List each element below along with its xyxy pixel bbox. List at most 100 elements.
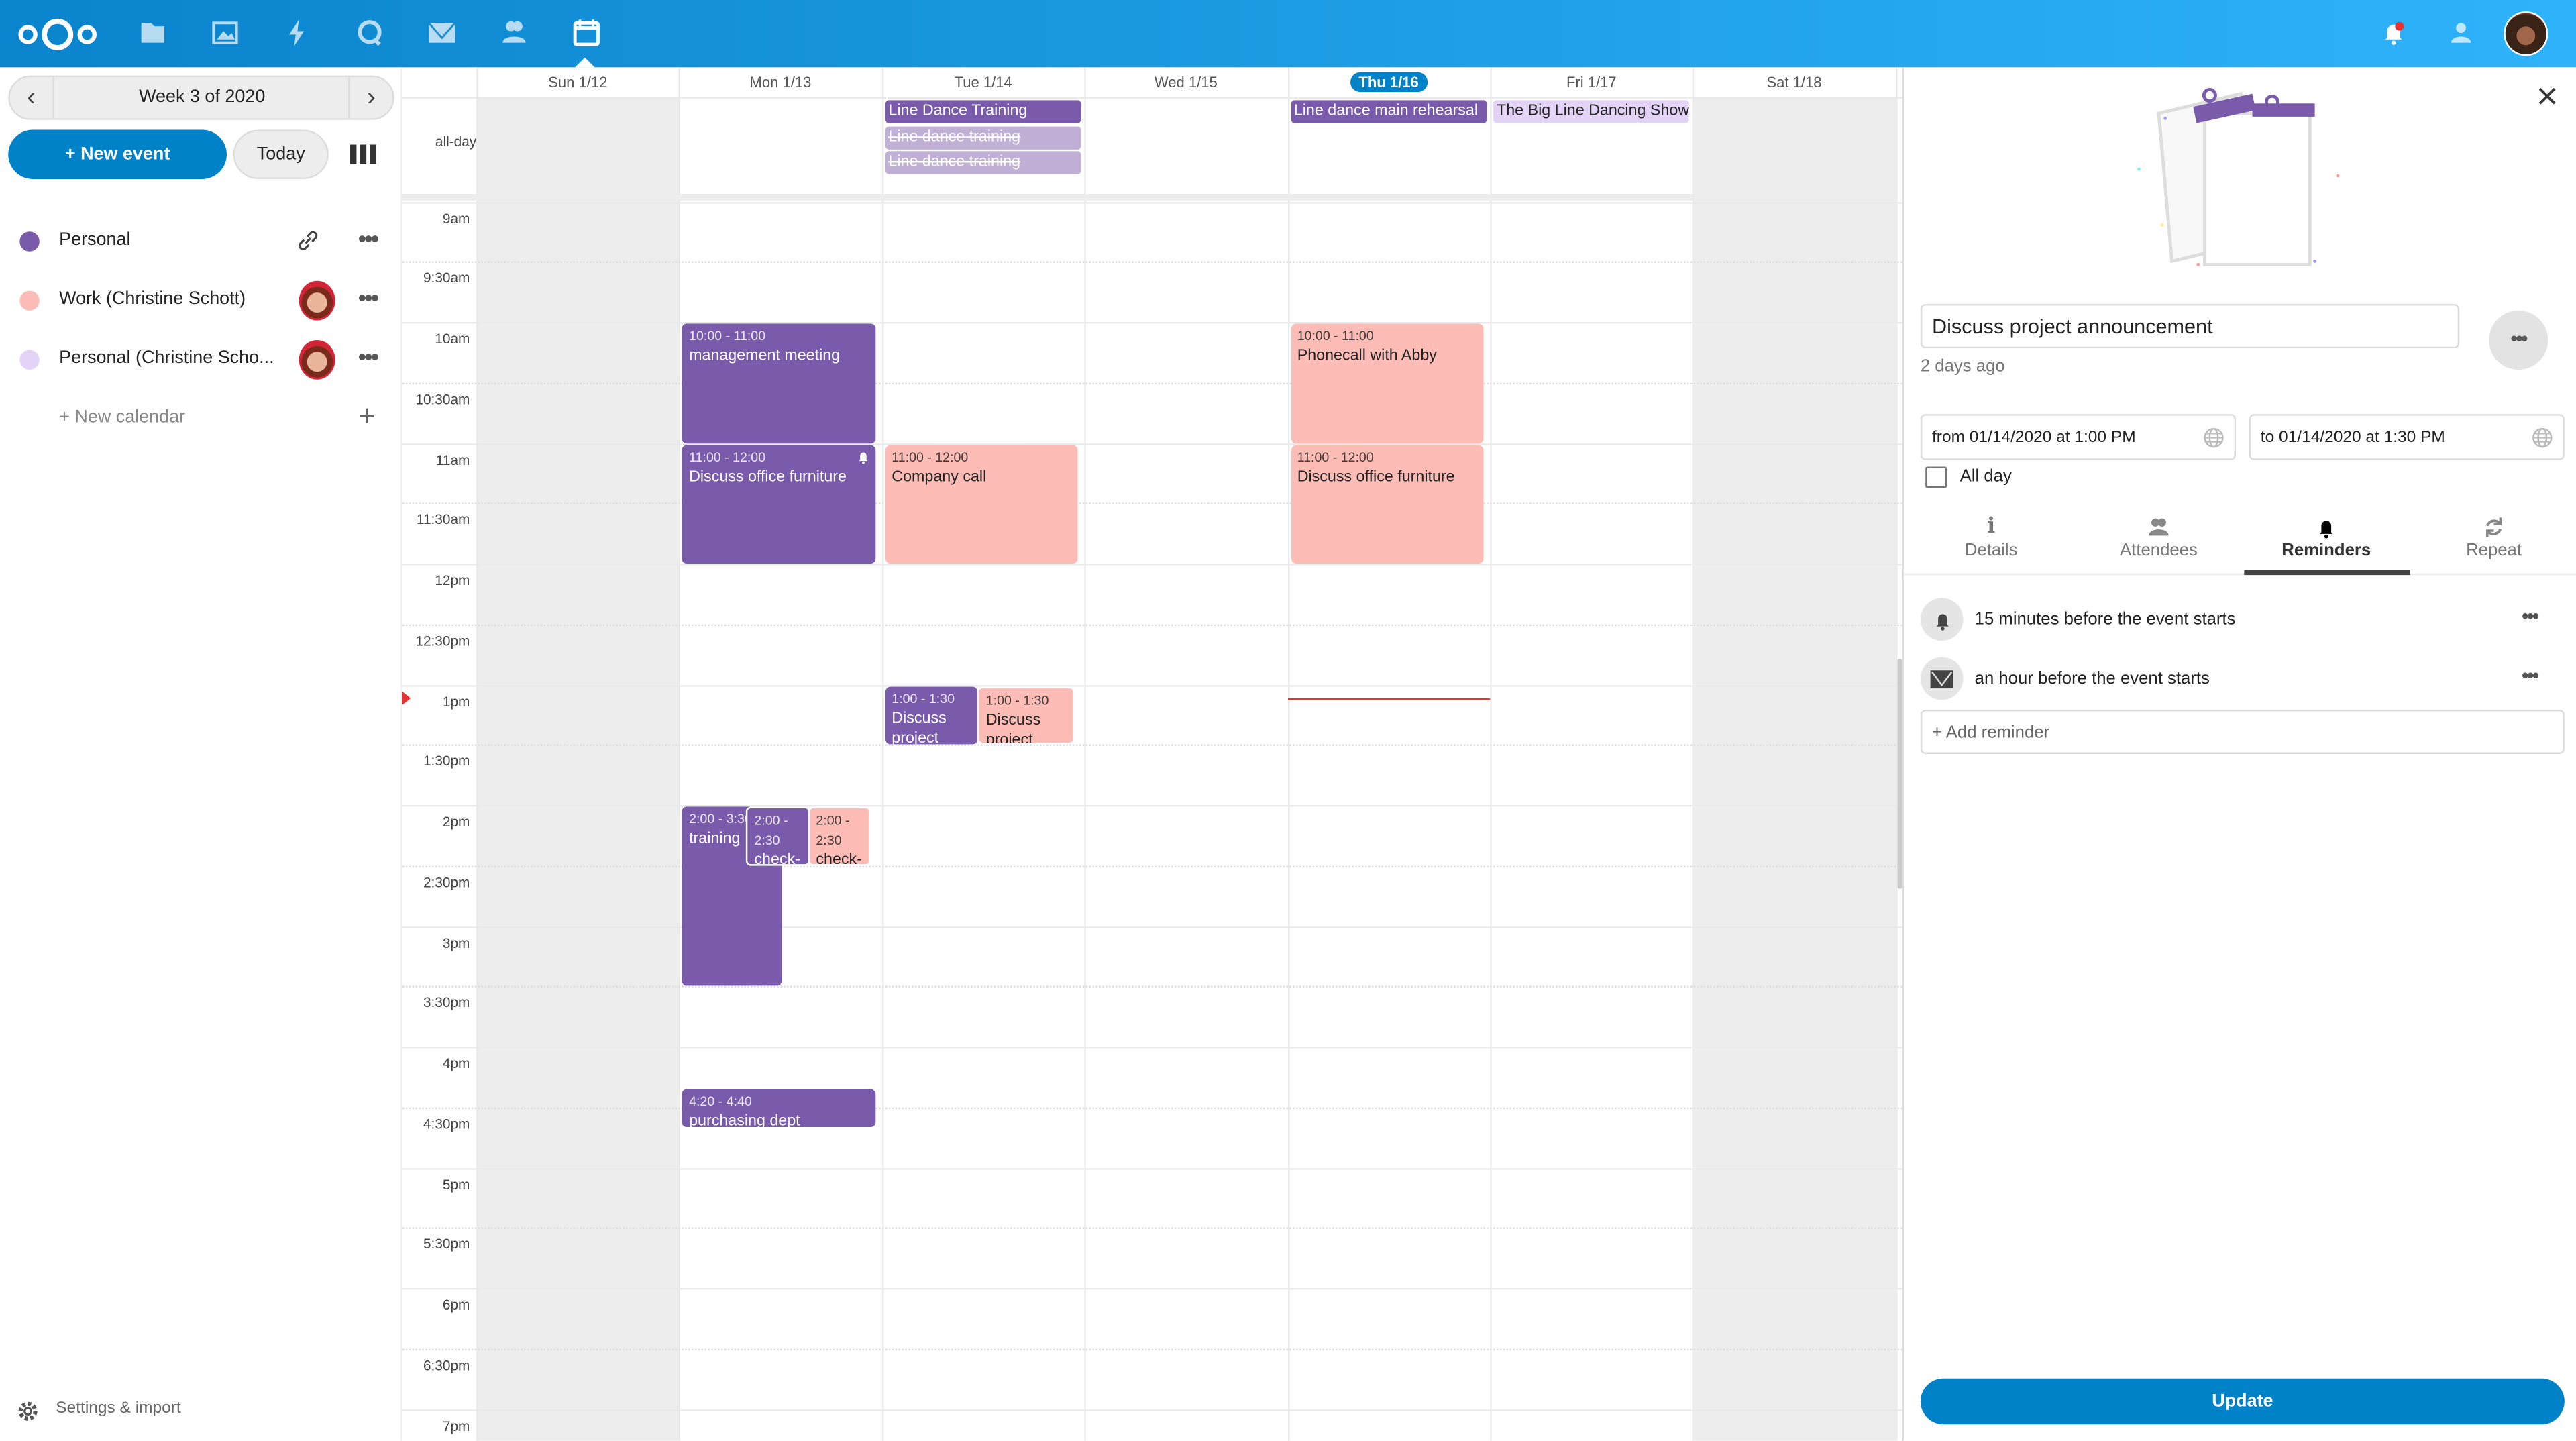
- time-label: 12:30pm: [415, 632, 470, 649]
- time-label: 6:30pm: [423, 1356, 470, 1373]
- bell-icon[interactable]: [1920, 598, 1964, 641]
- calendar-event[interactable]: 2:00 - 2:30 check-in: [746, 806, 810, 866]
- contacts-menu-icon[interactable]: [2447, 19, 2473, 46]
- last-modified: 2 days ago: [1920, 356, 2005, 376]
- hour-line: [402, 443, 1902, 445]
- calendar-color-dot[interactable]: [19, 290, 40, 311]
- hour-line: [402, 564, 1902, 566]
- calendar-item-personal[interactable]: Personal •••: [0, 217, 402, 266]
- start-datetime-input[interactable]: from 01/14/2020 at 1:00 PM: [1920, 414, 2237, 460]
- new-event-button[interactable]: + New event: [8, 129, 227, 179]
- timezone-globe-icon[interactable]: [2532, 427, 2553, 449]
- calendar-event[interactable]: 10:00 - 11:00 Phonecall with Abby: [1290, 323, 1484, 443]
- day-divider: [1490, 67, 1492, 1441]
- close-icon[interactable]: [2538, 87, 2557, 105]
- tab-details[interactable]: i Details: [1909, 515, 2074, 561]
- day-header[interactable]: Tue 1/14: [882, 67, 1085, 97]
- all-day-event[interactable]: The Big Line Dancing Show: [1493, 100, 1690, 123]
- settings-button[interactable]: Settings & import: [16, 1398, 345, 1424]
- calendar-event[interactable]: 11:00 - 12:00 Discuss office furniture: [1290, 444, 1484, 564]
- event-actions-button[interactable]: •••: [2489, 310, 2548, 370]
- calendar-item-personal-shared[interactable]: Personal (Christine Scho... •••: [0, 335, 402, 384]
- day-header[interactable]: Mon 1/13: [679, 67, 881, 97]
- today-button[interactable]: Today: [233, 129, 329, 179]
- hour-line: [402, 201, 1902, 203]
- week-label[interactable]: Week 3 of 2020: [139, 87, 266, 107]
- half-hour-line: [402, 262, 1902, 264]
- all-day-event[interactable]: Line Dance Training: [885, 100, 1081, 123]
- previous-week-button[interactable]: ‹: [10, 77, 54, 119]
- calendar-color-dot[interactable]: [19, 231, 40, 252]
- files-icon[interactable]: [138, 18, 168, 48]
- activity-icon[interactable]: [282, 18, 312, 48]
- calendar-icon[interactable]: [572, 18, 601, 48]
- hour-line: [402, 926, 1902, 928]
- next-week-button[interactable]: ›: [348, 77, 392, 119]
- calendar-event[interactable]: 2:00 - 2:30 check-in: [808, 806, 872, 866]
- event-time: 10:00 - 11:00: [689, 328, 766, 343]
- event-time: 2:00 - 3:30: [689, 811, 752, 826]
- day-header[interactable]: Sat 1/18: [1693, 67, 1895, 97]
- calendar-event[interactable]: 11:00 - 12:00 Company call: [885, 444, 1078, 564]
- calendar-event[interactable]: 4:20 - 4:40 purchasing dept: [682, 1088, 875, 1128]
- all-day-event[interactable]: Line dance main rehearsal: [1290, 100, 1487, 123]
- user-avatar[interactable]: [2504, 11, 2548, 56]
- scrollbar[interactable]: [1897, 659, 1902, 889]
- calendar-event[interactable]: 11:00 - 12:00 Discuss office furniture: [682, 444, 875, 564]
- reminder-item: an hour before the event starts •••: [1904, 657, 2576, 700]
- day-header[interactable]: Wed 1/15: [1085, 67, 1287, 97]
- half-hour-line: [402, 382, 1902, 384]
- notifications-icon[interactable]: [2381, 19, 2407, 46]
- new-calendar-label: + New calendar: [59, 407, 186, 427]
- update-button[interactable]: Update: [1920, 1378, 2565, 1425]
- tab-attendees[interactable]: Attendees: [2077, 515, 2241, 560]
- calendar-color-dot[interactable]: [19, 350, 40, 370]
- tab-reminders[interactable]: Reminders: [2244, 515, 2408, 560]
- tab-repeat[interactable]: Repeat: [2412, 515, 2576, 560]
- calendar-actions-icon[interactable]: •••: [358, 225, 379, 252]
- mail-icon[interactable]: [427, 18, 457, 48]
- day-header[interactable]: Fri 1/17: [1490, 67, 1693, 97]
- event-title: Discuss project: [985, 710, 1041, 745]
- day-divider: [1693, 67, 1695, 1441]
- calendar-item-work[interactable]: Work (Christine Schott) •••: [0, 276, 402, 325]
- event-title-input[interactable]: Discuss project announcement: [1920, 304, 2460, 349]
- week-grid: Sun 1/12 Mon 1/13 Tue 1/14 Wed 1/15 Thu 1/16…: [402, 67, 1902, 1441]
- event-title: purchasing dept: [689, 1111, 800, 1128]
- add-reminder-input[interactable]: + Add reminder: [1920, 709, 2565, 755]
- reminder-actions-icon[interactable]: •••: [2522, 663, 2539, 687]
- talk-icon[interactable]: [355, 18, 384, 48]
- view-switcher-icon[interactable]: [350, 144, 376, 164]
- mail-icon[interactable]: [1920, 657, 1964, 700]
- new-calendar-button[interactable]: + New calendar +: [0, 394, 402, 443]
- event-title: check-in: [754, 851, 800, 866]
- all-day-event[interactable]: Line dance training: [885, 125, 1081, 149]
- day-divider: [476, 67, 478, 1441]
- all-day-event[interactable]: Line dance training: [885, 151, 1081, 174]
- end-datetime-value: to 01/14/2020 at 1:30 PM: [2260, 427, 2445, 446]
- sidebar: ‹ Week 3 of 2020 › + New event Today Per…: [0, 67, 403, 1441]
- calendar-event[interactable]: 1:00 - 1:30 Discuss project announcement: [885, 686, 978, 745]
- calendar-event[interactable]: 1:00 - 1:30 Discuss project: [977, 686, 1075, 745]
- day-header[interactable]: Sun 1/12: [476, 67, 679, 97]
- contacts-icon[interactable]: [499, 18, 529, 48]
- half-hour-line: [402, 986, 1902, 988]
- share-link-icon[interactable]: [297, 230, 319, 252]
- day-divider: [1084, 67, 1087, 1441]
- reminder-text[interactable]: 15 minutes before the event starts: [1974, 609, 2236, 629]
- calendar-actions-icon[interactable]: •••: [358, 284, 379, 311]
- time-label: 3:30pm: [423, 994, 470, 1011]
- all-day-divider: [402, 193, 1693, 201]
- plus-icon[interactable]: +: [358, 399, 376, 433]
- day-header[interactable]: Thu 1/16: [1287, 67, 1490, 97]
- end-datetime-input[interactable]: to 01/14/2020 at 1:30 PM: [2249, 414, 2565, 460]
- reminder-text[interactable]: an hour before the event starts: [1974, 668, 2210, 689]
- weekend-column: [476, 97, 680, 1441]
- photos-icon[interactable]: [210, 18, 239, 48]
- calendar-event[interactable]: 10:00 - 11:00 management meeting: [682, 323, 875, 443]
- timezone-globe-icon[interactable]: [2203, 427, 2224, 449]
- all-day-checkbox[interactable]: [1925, 466, 1947, 488]
- reminder-actions-icon[interactable]: •••: [2522, 604, 2539, 628]
- nextcloud-logo[interactable]: [16, 16, 98, 52]
- calendar-actions-icon[interactable]: •••: [358, 343, 379, 370]
